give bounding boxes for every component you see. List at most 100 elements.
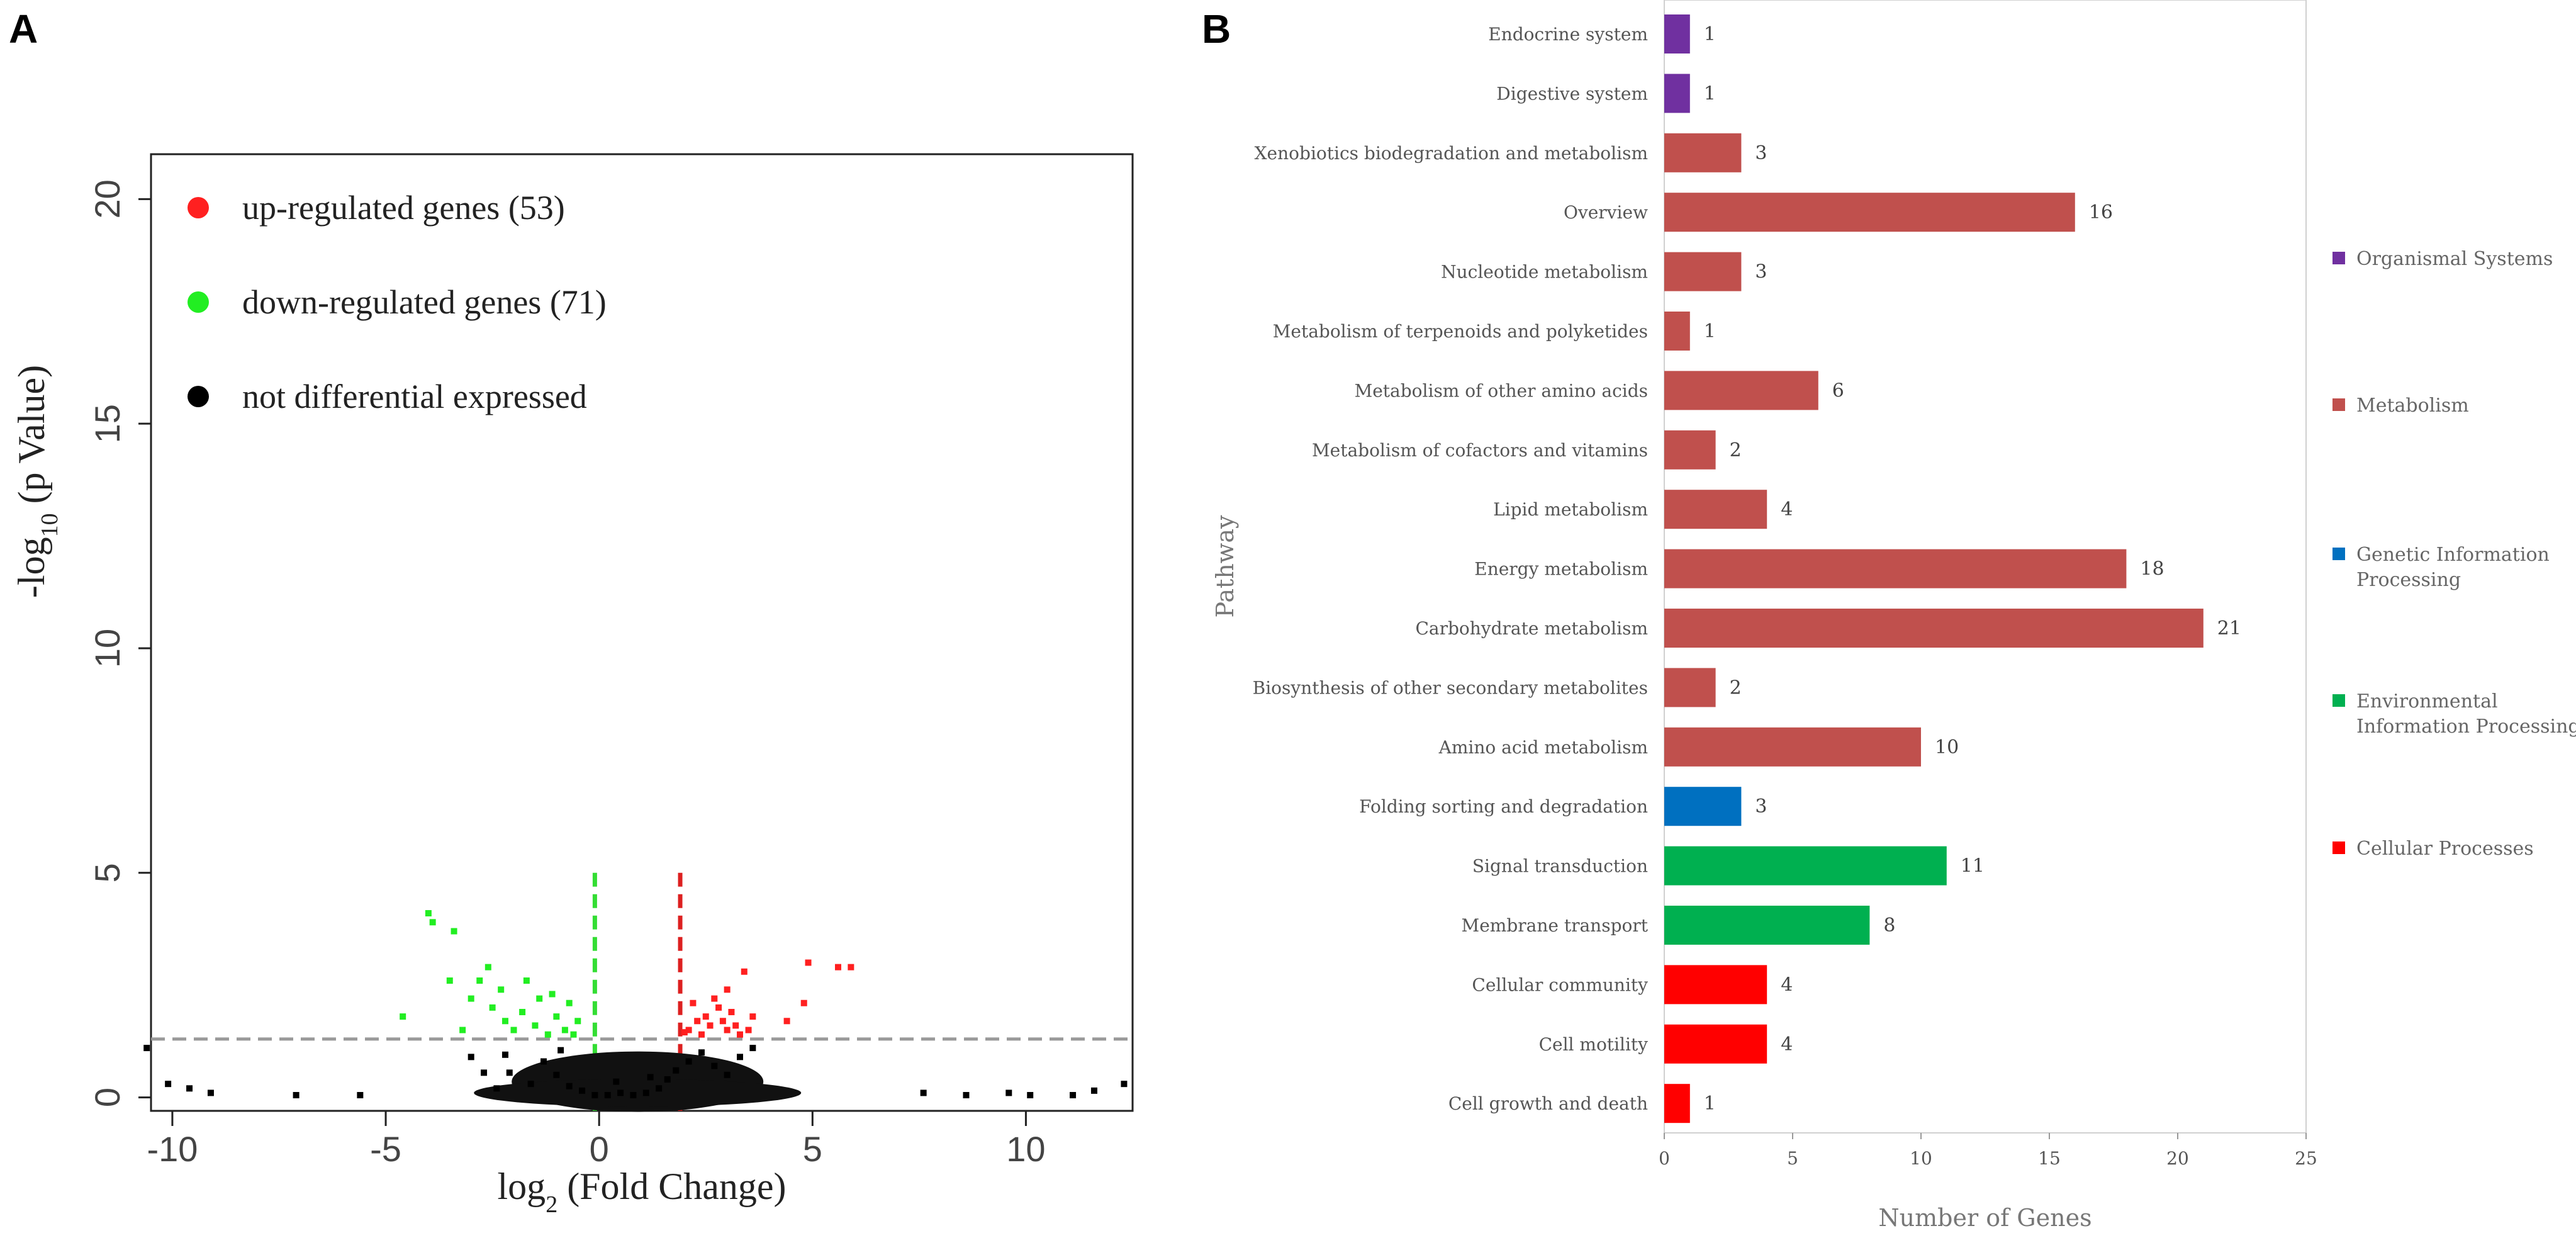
x-tick-label: 10 [1006,1129,1045,1169]
data-point [566,999,573,1006]
data-point [749,1013,756,1020]
data-point [702,1013,709,1020]
legend-label: Genetic Information [2356,544,2550,566]
bar-value-label: 1 [1704,1093,1716,1115]
volcano-legend: up-regulated genes (53) down-regulated ge… [188,189,607,415]
bar-value-label: 8 [1883,914,1895,937]
bar [1664,312,1690,351]
x-axis-label: Number of Genes [1878,1204,2092,1232]
bar [1664,549,2127,588]
bar-value-label: 4 [1781,498,1793,521]
category-label: Nucleotide metabolism [1441,262,1648,283]
category-label: Overview [1564,202,1648,223]
data-point [557,1047,564,1054]
data-point [642,1089,649,1096]
data-point [476,977,483,984]
y-axis-label-rest: (p Value) [11,365,52,514]
data-point [690,999,697,1006]
data-point [800,999,807,1006]
bar-value-label: 6 [1832,380,1844,402]
data-point [574,1018,581,1025]
data-point [553,1013,560,1020]
category-label: Signal transduction [1472,856,1648,877]
legend-swatch [2332,548,2345,560]
legend-marker [188,386,209,407]
data-point [527,1081,534,1088]
data-point [685,1027,692,1033]
bar-value-label: 1 [1704,82,1716,104]
x-axis-label-main: log [498,1166,546,1207]
data-point [293,1092,300,1099]
x-tick-label: -5 [370,1129,401,1169]
bar-value-label: 1 [1704,23,1716,45]
legend-label: down-regulated genes (71) [242,283,607,321]
category-label: Carbohydrate metabolism [1415,618,1648,639]
data-point [186,1085,193,1092]
data-point [493,1085,500,1092]
bar-value-label: 4 [1781,1033,1793,1055]
data-point [673,1067,680,1074]
bar-value-label: 1 [1704,320,1716,342]
x-axis-label: log2 (Fold Change) [498,1166,787,1218]
bar [1664,609,2204,648]
data-point [591,1092,598,1099]
data-point [501,1018,508,1025]
data-point [510,1027,517,1033]
data-point [489,1004,496,1011]
data-point [963,1092,970,1099]
data-point [805,959,812,966]
data-point [745,1027,752,1033]
bar-value-label: 18 [2140,558,2164,580]
y-tick-label: 15 [87,404,127,443]
data-point [481,1069,488,1076]
data-point [165,1081,172,1088]
bar-value-label: 11 [1961,855,1985,877]
data-point [570,1031,577,1038]
bar-value-label: 21 [2217,617,2241,639]
data-point [604,1092,611,1099]
legend-label: Environmental [2356,690,2498,712]
bar [1664,14,1690,53]
data-point [451,928,457,935]
y-axis-label: -log10 (p Value) [11,365,63,598]
data-point [1090,1087,1097,1094]
legend-swatch [2332,398,2345,411]
data-point [685,1058,692,1065]
bar [1664,1084,1690,1123]
x-axis-label-rest: (Fold Change) [557,1166,786,1207]
y-tick-label: 20 [87,179,127,218]
bar [1664,906,1870,945]
pathway-bar-chart: 1 Endocrine system 1 Digestive system 3 Xenob… [1211,0,2576,1232]
data-point [1027,1092,1034,1099]
data-point [724,1027,731,1033]
legend-label: Information Processing [2356,716,2576,738]
data-point [630,1092,637,1099]
data-point [400,1013,406,1020]
data-point [698,1031,705,1038]
non-differential-density-base [474,1079,802,1107]
legend-marker [188,197,209,218]
data-point [540,1058,547,1065]
data-point [468,995,474,1002]
y-tick-label: 5 [87,863,127,882]
legend-label: Cellular Processes [2356,838,2534,860]
category-label: Amino acid metabolism [1438,737,1648,758]
bar [1664,133,1742,172]
data-point [664,1076,671,1083]
data-point [728,1009,735,1016]
data-point [566,1083,573,1089]
legend-label: Organismal Systems [2356,248,2553,270]
data-point [783,1018,790,1025]
data-point [737,1031,743,1038]
category-label: Metabolism of other amino acids [1355,380,1648,401]
data-point [647,1074,654,1081]
data-point [715,1004,722,1011]
data-point [656,1085,663,1092]
legend-marker [188,291,209,313]
panel-label-a: A [9,6,38,52]
data-point [553,1071,560,1078]
bar [1664,490,1767,529]
data-point [835,964,841,971]
